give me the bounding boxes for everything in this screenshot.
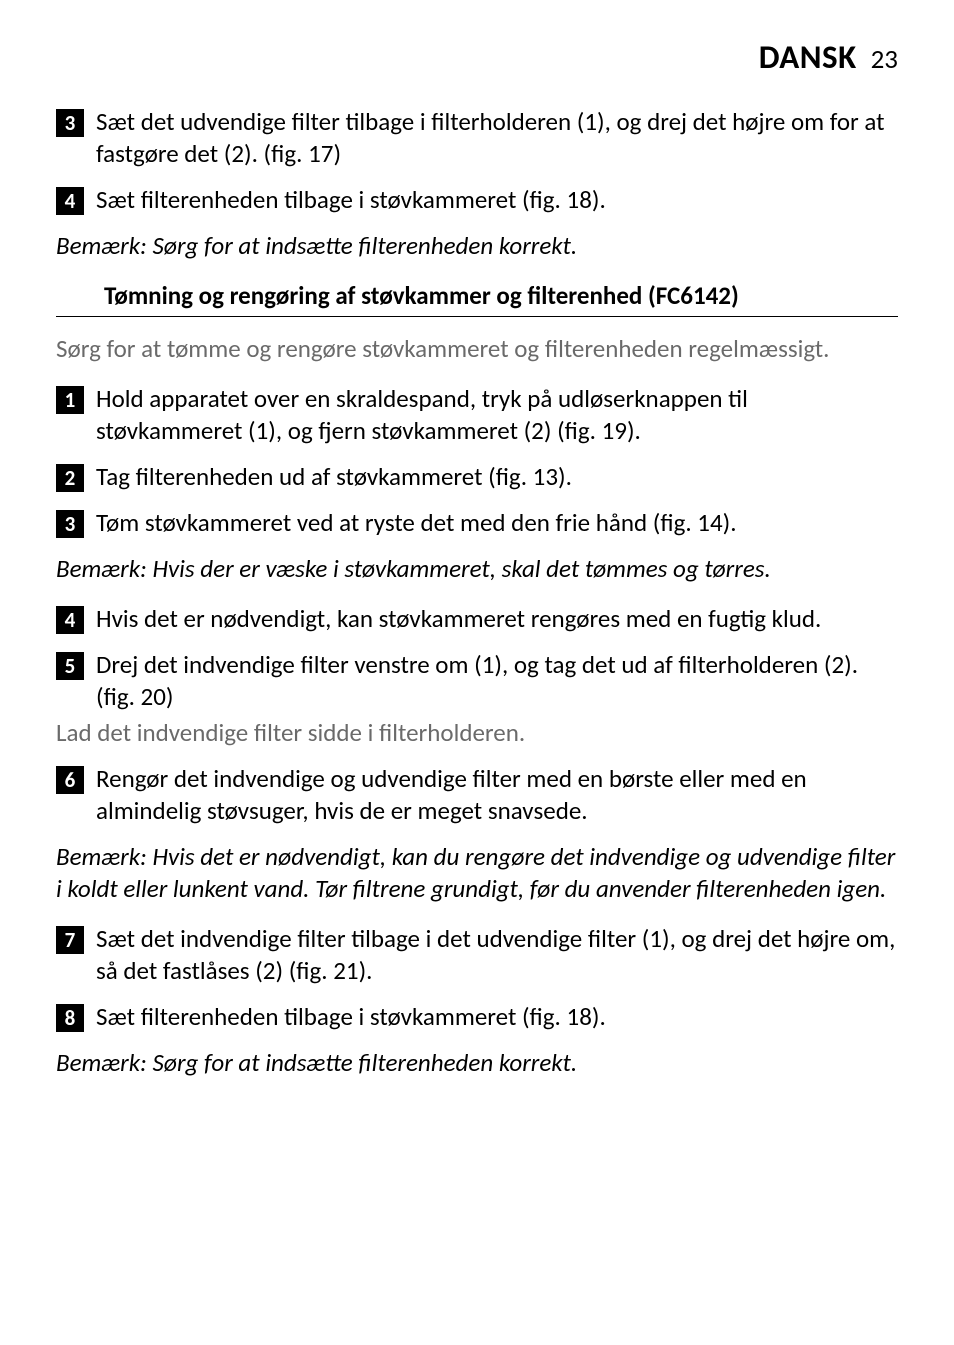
step-b-3: 3 Tøm støvkammeret ved at ryste det med … bbox=[56, 507, 898, 539]
step-number: 6 bbox=[56, 766, 84, 794]
step-b-1: 1 Hold apparatet over en skraldespand, t… bbox=[56, 383, 898, 447]
step-number: 1 bbox=[56, 386, 84, 414]
step-number: 4 bbox=[56, 606, 84, 634]
step-d-6: 6 Rengør det indvendige og udvendige fil… bbox=[56, 763, 898, 827]
step-text: Rengør det indvendige og udvendige filte… bbox=[96, 763, 898, 827]
header-page-number: 23 bbox=[871, 43, 898, 76]
section-intro: Sørg for at tømme og rengøre støvkammere… bbox=[56, 333, 898, 365]
step-text: Drej det indvendige filter venstre om (1… bbox=[96, 649, 898, 713]
step-e-8: 8 Sæt filterenheden tilbage i støvkammer… bbox=[56, 1001, 898, 1033]
note-a: Bemærk: Sørg for at indsætte filterenhed… bbox=[56, 230, 898, 262]
step-c-4: 4 Hvis det er nødvendigt, kan støvkammer… bbox=[56, 603, 898, 635]
step-a-4: 4 Sæt filterenheden tilbage i støvkammer… bbox=[56, 184, 898, 216]
step-number: 4 bbox=[56, 187, 84, 215]
header-language: DANSK bbox=[759, 37, 857, 77]
page-header: DANSK 23 bbox=[56, 36, 898, 78]
step-number: 2 bbox=[56, 464, 84, 492]
step-a-3: 3 Sæt det udvendige filter tilbage i fil… bbox=[56, 106, 898, 170]
note-d: Bemærk: Sørg for at indsætte filterenhed… bbox=[56, 1047, 898, 1079]
step-number: 3 bbox=[56, 109, 84, 137]
step-b-2: 2 Tag filterenheden ud af støvkammeret (… bbox=[56, 461, 898, 493]
note-b: Bemærk: Hvis der er væske i støvkammeret… bbox=[56, 553, 898, 585]
step-text: Tøm støvkammeret ved at ryste det med de… bbox=[96, 507, 898, 539]
section-heading-wrap: Tømning og rengøring af støvkammer og fi… bbox=[56, 280, 898, 317]
step-text: Sæt filterenheden tilbage i støvkammeret… bbox=[96, 1001, 898, 1033]
step-number: 7 bbox=[56, 926, 84, 954]
section-heading: Tømning og rengøring af støvkammer og fi… bbox=[56, 280, 898, 317]
step-text: Hvis det er nødvendigt, kan støvkammeret… bbox=[96, 603, 898, 635]
postline: Lad det indvendige filter sidde i filter… bbox=[56, 717, 898, 749]
step-number: 3 bbox=[56, 510, 84, 538]
step-number: 5 bbox=[56, 652, 84, 680]
step-text: Tag filterenheden ud af støvkammeret (fi… bbox=[96, 461, 898, 493]
step-text: Sæt det indvendige filter tilbage i det … bbox=[96, 923, 898, 987]
step-number: 8 bbox=[56, 1004, 84, 1032]
step-e-7: 7 Sæt det indvendige filter tilbage i de… bbox=[56, 923, 898, 987]
step-text: Hold apparatet over en skraldespand, try… bbox=[96, 383, 898, 447]
note-c: Bemærk: Hvis det er nødvendigt, kan du r… bbox=[56, 841, 898, 905]
step-c-5: 5 Drej det indvendige filter venstre om … bbox=[56, 649, 898, 713]
step-text: Sæt det udvendige filter tilbage i filte… bbox=[96, 106, 898, 170]
step-text: Sæt filterenheden tilbage i støvkammeret… bbox=[96, 184, 898, 216]
